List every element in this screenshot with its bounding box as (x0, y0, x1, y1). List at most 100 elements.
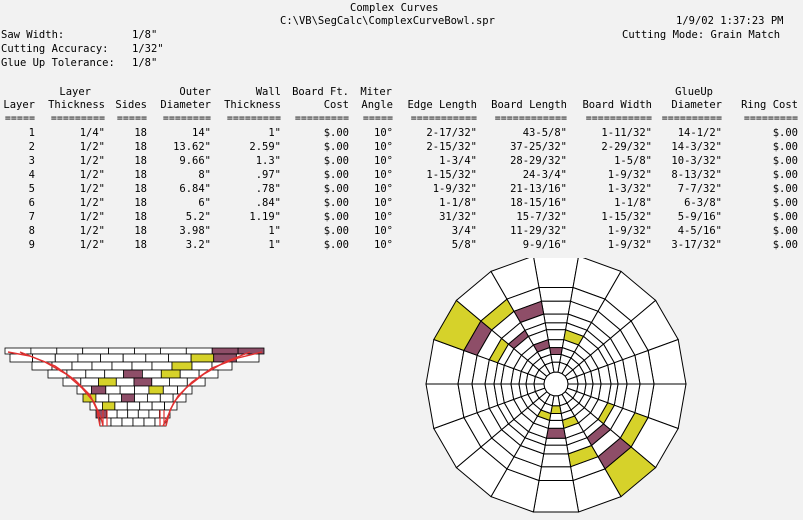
table-row-7-board-width: 1-15/32" (601, 211, 652, 223)
table-row-8-outer-diameter: 3.98" (179, 225, 211, 237)
ring-segment (543, 444, 569, 455)
profile-block (134, 385, 150, 395)
table-row-6-board-width: 1-1/8" (614, 197, 652, 209)
table-row-3-miter-angle: 10° (374, 155, 393, 167)
table-row-9-wall-thickness: 1" (268, 239, 281, 251)
profile-block (168, 353, 192, 363)
profile-block (134, 347, 161, 355)
header2-wall-thickness: Thickness (224, 99, 281, 111)
profile-block (133, 377, 153, 387)
profile-block (105, 385, 121, 395)
table-row-2-ring-cost: $.00 (772, 141, 798, 153)
profile-block (179, 369, 200, 379)
profile-block (169, 377, 188, 387)
table-row-6-edge-length: 1-1/8" (439, 197, 477, 209)
ring-segment (545, 427, 567, 439)
table-row-6-layer: 6 (28, 197, 35, 209)
table-row-2-wall-thickness: 2.59" (249, 141, 281, 153)
profile-block (106, 409, 118, 419)
segment-ring-diagram (425, 258, 687, 513)
table-row-4-board-length: 24-3/4" (522, 169, 567, 181)
profile-block (104, 369, 124, 379)
table-row-1-glueup-diameter: 14-1/2" (677, 127, 722, 139)
header2-layer: Layer (3, 99, 35, 111)
profile-block (71, 361, 93, 371)
saw-width-label: Saw Width: (1, 29, 65, 41)
profile-block (116, 409, 129, 419)
table-row-5-sides: 18 (134, 183, 147, 195)
ring-segment (544, 322, 568, 331)
table-row-4-wall-thickness: .97" (255, 169, 281, 181)
table-row-3-glueup-diameter: 10-3/32" (671, 155, 722, 167)
header1-board-ft-cost: Board Ft. (292, 86, 349, 98)
table-row-7-board-ft-cost: $.00 (323, 211, 349, 223)
table-row-1-thickness: 1/4" (79, 127, 105, 139)
profile-block (159, 393, 174, 403)
table-row-6-ring-cost: $.00 (772, 197, 798, 209)
separator-thickness: ========= (50, 113, 105, 124)
table-row-2-board-length: 37-25/32" (510, 141, 567, 153)
profile-block (47, 369, 68, 379)
profile-block (134, 393, 148, 403)
table-row-3-board-width: 1-5/8" (614, 155, 652, 167)
cutting-mode: Cutting Mode: Grain Match (622, 29, 781, 41)
ring-segment (533, 258, 579, 288)
table-row-1-layer: 1 (28, 127, 35, 139)
table-row-7-thickness: 1/2" (79, 211, 105, 223)
table-row-8-ring-cost: $.00 (772, 225, 798, 237)
table-row-6-glueup-diameter: 6-3/8" (684, 197, 722, 209)
table-row-2-board-ft-cost: $.00 (323, 141, 349, 153)
profile-block (91, 361, 113, 371)
table-row-5-glueup-diameter: 7-7/32" (677, 183, 722, 195)
table-row-5-wall-thickness: .78" (255, 183, 281, 195)
profile-block (100, 353, 124, 363)
table-row-8-board-width: 1-9/32" (607, 225, 652, 237)
ring-segment (547, 419, 565, 429)
separator-layer: ===== (4, 113, 35, 124)
table-row-9-glueup-diameter: 3-17/32" (671, 239, 722, 251)
cutting-accuracy-label: Cutting Accuracy: (1, 43, 109, 55)
header2-board-length: Board Length (491, 99, 567, 111)
profile-block (127, 409, 139, 419)
profile-block (121, 393, 135, 403)
header2-thickness: Thickness (48, 99, 105, 111)
table-row-9-ring-cost: $.00 (772, 239, 798, 251)
table-row-3-ring-cost: $.00 (772, 155, 798, 167)
profile-block (131, 361, 153, 371)
table-row-6-sides: 18 (134, 197, 147, 209)
profile-block (115, 377, 135, 387)
table-row-9-board-ft-cost: $.00 (323, 239, 349, 251)
profile-block (190, 353, 215, 363)
table-row-5-miter-angle: 10° (374, 183, 393, 195)
table-row-7-edge-length: 31/32" (439, 211, 477, 223)
table-row-7-board-length: 15-7/32" (516, 211, 567, 223)
table-row-2-edge-length: 2-15/32" (426, 141, 477, 153)
profile-block (102, 401, 116, 411)
ring-segment (540, 300, 572, 315)
header2-edge-length: Edge Length (407, 99, 477, 111)
table-row-6-outer-diameter: 6" (198, 197, 211, 209)
table-row-4-layer: 4 (28, 169, 35, 181)
profile-block (77, 353, 101, 363)
table-row-8-glueup-diameter: 4-5/16" (677, 225, 722, 237)
profile-block (108, 347, 135, 355)
header1-glueup-diameter: GlueUp (675, 86, 713, 98)
profile-block (114, 401, 128, 411)
ring-segment (545, 329, 567, 341)
separator-edge-length: =========== (410, 113, 477, 124)
table-row-4-miter-angle: 10° (374, 169, 393, 181)
profile-block (211, 361, 233, 371)
profile-block (145, 353, 169, 363)
table-row-3-sides: 18 (134, 155, 147, 167)
profile-curve (19, 351, 104, 427)
table-row-8-edge-length: 3/4" (451, 225, 477, 237)
profile-block (80, 377, 100, 387)
saw-width-value: 1/8" (132, 29, 158, 41)
profile-block (30, 347, 58, 355)
table-row-6-thickness: 1/2" (79, 197, 105, 209)
profile-block (151, 401, 165, 411)
profile-block (185, 347, 213, 355)
profile-block (141, 369, 162, 379)
ring-segment (549, 413, 563, 421)
table-row-3-layer: 3 (28, 155, 35, 167)
